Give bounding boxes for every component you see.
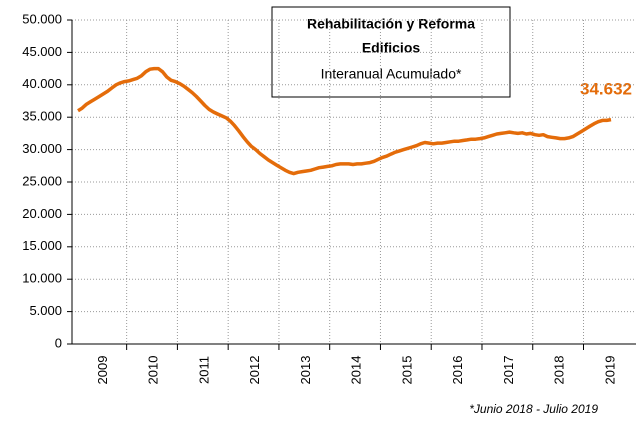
y-tick-label: 50.000 [22, 11, 62, 26]
y-tick-label: 30.000 [22, 141, 62, 156]
y-tick-label: 35.000 [22, 109, 62, 124]
y-tick-label: 25.000 [22, 173, 62, 188]
x-tick-label: 2009 [95, 356, 110, 385]
end-label: 34.632 [580, 79, 632, 98]
x-tick-label: 2013 [298, 356, 313, 385]
x-tick-label: 2016 [450, 356, 465, 385]
x-tick-label: 2012 [247, 356, 262, 385]
y-tick-label: 5.000 [29, 303, 62, 318]
x-tick-label: 2010 [146, 356, 161, 385]
y-tick-label: 15.000 [22, 238, 62, 253]
y-tick-label: 45.000 [22, 44, 62, 59]
x-tick-label: 2017 [501, 356, 516, 385]
y-tick-label: 40.000 [22, 76, 62, 91]
data-line [77, 66, 612, 176]
footnote: *Junio 2018 - Julio 2019 [469, 402, 598, 416]
title-box [271, 6, 511, 98]
x-tick-label: 2015 [399, 356, 414, 385]
x-tick-label: 2011 [196, 356, 211, 384]
chart-subtitle: Interanual Acumulado* [321, 66, 462, 82]
chart-title: Rehabilitación y Reforma [307, 16, 475, 32]
x-tick-label: 2014 [349, 356, 364, 385]
x-tick-label: 2019 [602, 356, 617, 385]
y-tick-label: 20.000 [22, 206, 62, 221]
y-tick-label: 10.000 [22, 271, 62, 286]
x-tick-label: 2018 [552, 356, 567, 385]
y-tick-label: 0 [55, 335, 62, 350]
chart-subtitle: Edificios [362, 40, 421, 56]
